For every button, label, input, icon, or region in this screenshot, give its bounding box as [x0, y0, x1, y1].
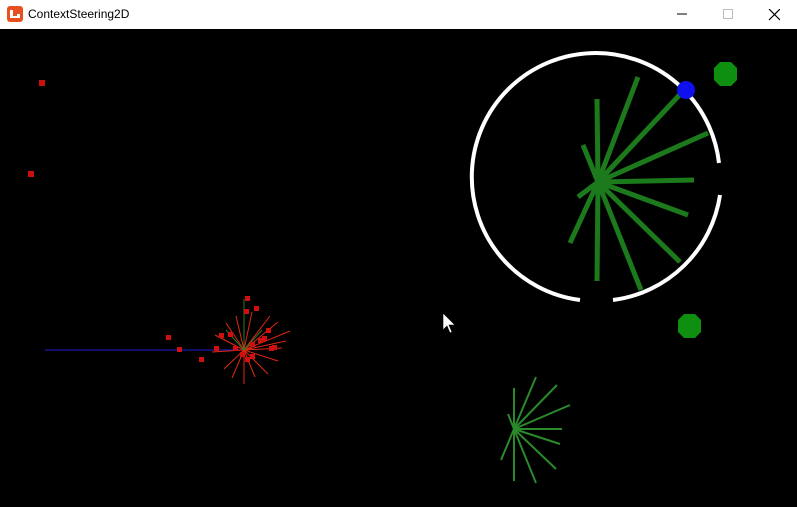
- seek-target: [677, 81, 695, 99]
- goal-target: [678, 314, 701, 338]
- maximize-button[interactable]: [705, 0, 751, 29]
- context-rays: [567, 76, 710, 291]
- danger-dot: [39, 80, 45, 86]
- title-bar[interactable]: ContextSteering2D: [0, 0, 797, 29]
- sensor-ring-segment: [612, 194, 722, 302]
- game-viewport[interactable]: [0, 29, 797, 507]
- monogame-icon: [7, 6, 23, 22]
- danger-dot: [28, 171, 34, 177]
- close-icon: [768, 9, 780, 21]
- goal-target: [714, 62, 737, 86]
- minimize-button[interactable]: [659, 0, 705, 29]
- danger-agent: [211, 311, 291, 384]
- minimize-icon: [677, 13, 687, 15]
- small-agent-rays: [500, 376, 571, 484]
- close-button[interactable]: [751, 0, 797, 29]
- maximize-icon: [723, 9, 733, 19]
- window-title: ContextSteering2D: [28, 7, 130, 21]
- danger-dots: [166, 296, 277, 362]
- game-canvas[interactable]: [0, 29, 797, 507]
- mouse-cursor-icon: [442, 312, 456, 334]
